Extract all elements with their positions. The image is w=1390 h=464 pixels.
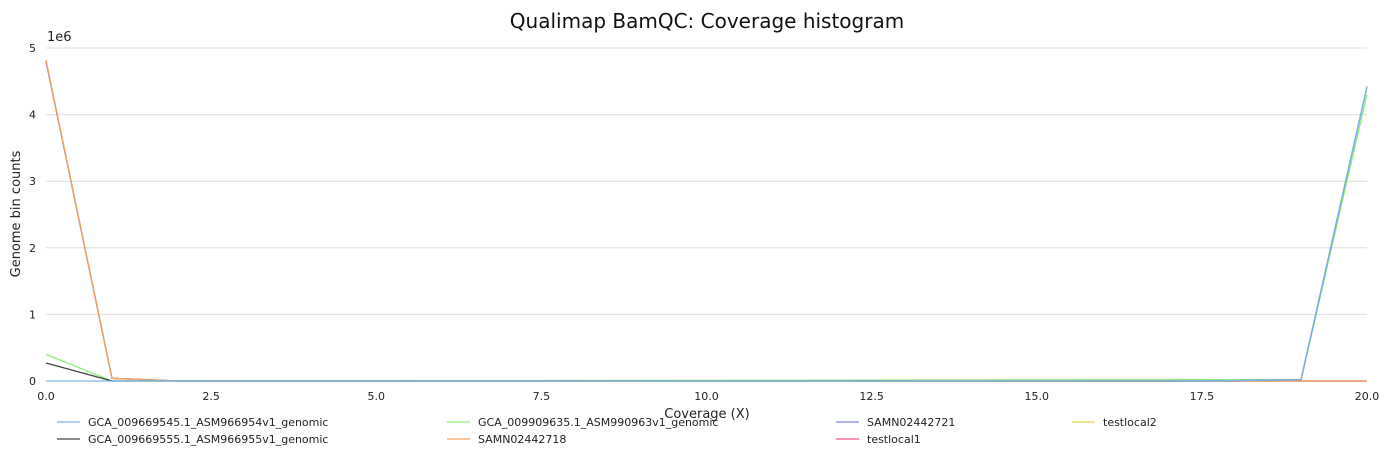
legend: GCA_009669545.1_ASM966954v1_genomic GCA_0…	[57, 416, 1157, 446]
x-tick-label: 12.5	[859, 390, 884, 403]
x-tick-label: 5.0	[368, 390, 386, 403]
legend-item[interactable]: SAMN02442721	[836, 416, 955, 429]
series-line	[45, 61, 1367, 382]
y-tick-label: 3	[29, 175, 36, 188]
gridlines	[46, 47, 1367, 382]
legend-item[interactable]: SAMN02442718	[447, 433, 566, 446]
legend-label: GCA_009669555.1_ASM966955v1_genomic	[88, 433, 328, 446]
y-tick-label: 1	[29, 308, 36, 321]
legend-label: GCA_009669545.1_ASM966954v1_genomic	[88, 416, 328, 429]
x-tick-label: 7.5	[533, 390, 551, 403]
legend-item[interactable]: testlocal1	[836, 433, 921, 446]
legend-label: SAMN02442721	[867, 416, 955, 429]
x-tick-label: 15.0	[1025, 390, 1050, 403]
series-line	[45, 61, 1367, 382]
series-lines	[45, 59, 1368, 382]
series-line	[45, 61, 1367, 382]
y-tick-label: 2	[29, 242, 36, 255]
series-line	[46, 86, 1368, 382]
chart-title: Qualimap BamQC: Coverage histogram	[510, 9, 904, 33]
legend-label: testlocal1	[867, 433, 921, 446]
legend-label: GCA_009909635.1_ASM990963v1_genomic	[478, 416, 718, 429]
series-line	[45, 86, 1368, 382]
x-tick-label: 20.0	[1355, 390, 1380, 403]
legend-item[interactable]: GCA_009669555.1_ASM966955v1_genomic	[57, 433, 328, 446]
y-tick-label: 0	[29, 375, 36, 388]
legend-item[interactable]: testlocal2	[1072, 416, 1157, 429]
x-tick-label: 10.0	[694, 390, 719, 403]
series-line	[45, 59, 1367, 382]
legend-label: testlocal2	[1103, 416, 1157, 429]
legend-label: SAMN02442718	[478, 433, 566, 446]
y-tick-label: 5	[29, 42, 36, 55]
y-axis-multiplier-label: 1e6	[47, 30, 72, 45]
series-line	[45, 94, 1368, 382]
y-axis-label: Genome bin counts	[9, 150, 24, 277]
x-tick-label: 17.5	[1190, 390, 1215, 403]
y-tick-label: 4	[29, 109, 36, 122]
legend-item[interactable]: GCA_009669545.1_ASM966954v1_genomic	[57, 416, 328, 429]
x-tick-label: 2.5	[202, 390, 220, 403]
axis-ticks: 0 1 2 3 4 5 0.0 2.5 5.0 7.5 10.0 12.5 15.0 17.5 20.0	[29, 42, 1379, 403]
legend-item[interactable]: GCA_009909635.1_ASM990963v1_genomic	[447, 416, 718, 429]
x-tick-label: 0.0	[37, 390, 55, 403]
x-axis-label: Coverage (X)	[664, 407, 749, 422]
